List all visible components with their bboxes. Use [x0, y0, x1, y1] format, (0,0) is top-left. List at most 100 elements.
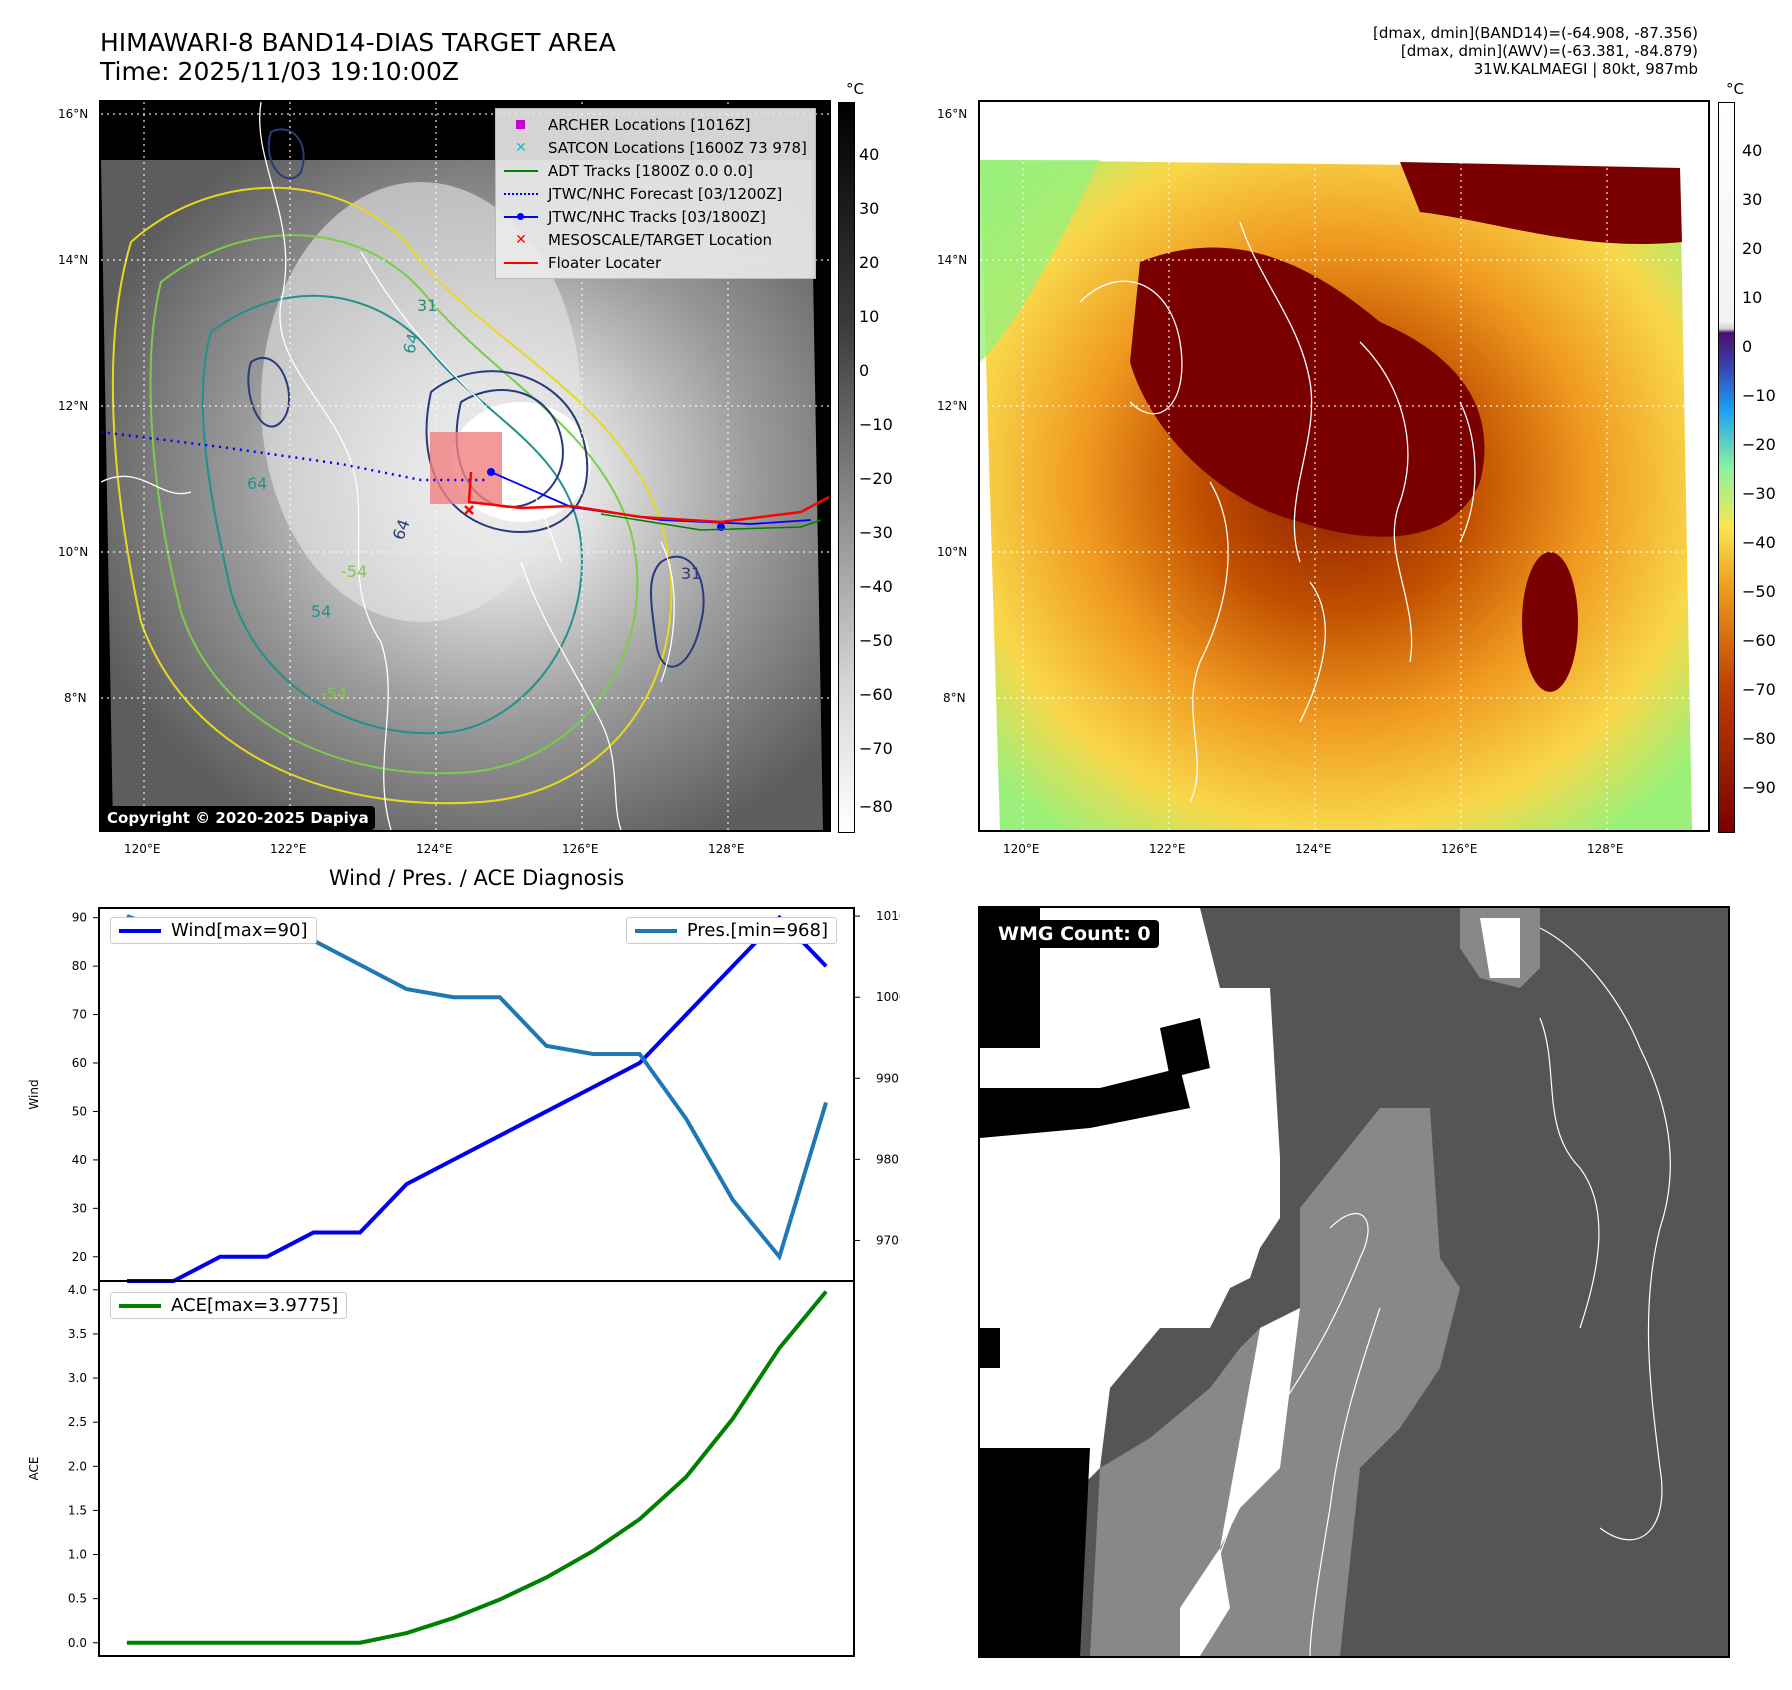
ace-point	[685, 1476, 687, 1478]
square-marker-icon	[504, 119, 538, 131]
awv-cb-tick: 0	[1742, 337, 1753, 356]
pressure-point	[499, 996, 501, 998]
ir-cb-tick: −20	[859, 469, 893, 488]
awv-cb-tick: 20	[1742, 239, 1763, 258]
wind-ytick-label: 70	[72, 1008, 87, 1022]
wind-point	[452, 1159, 454, 1161]
ace-ytick-label: 1.5	[68, 1503, 87, 1517]
title-line-2: Time: 2025/11/03 19:10:00Z	[100, 57, 459, 86]
contour-label-5: 54	[311, 602, 332, 621]
awv-lon-tick-126: 126°E	[1441, 842, 1478, 856]
wind-point	[406, 1183, 408, 1185]
wind-ytick-label: 20	[72, 1250, 87, 1264]
awv-lat-tick-16: 16°N	[937, 107, 968, 121]
awv-lat-tick-8: 8°N	[943, 691, 966, 705]
pressure-point	[359, 964, 361, 966]
wind-axes-frame	[98, 907, 855, 1282]
ace-line-icon	[119, 1303, 161, 1308]
pressure-point	[685, 1118, 687, 1120]
ir-cb-tick: 10	[859, 307, 880, 326]
awv-cb-tick: −80	[1742, 729, 1776, 748]
ir-cb-tick: −80	[859, 797, 893, 816]
ace-point	[406, 1632, 408, 1634]
wind-point	[825, 965, 827, 967]
awv-lat-tick-10: 10°N	[937, 545, 968, 559]
pressure-legend: Pres.[min=968]	[625, 917, 837, 944]
wind-point	[592, 1086, 594, 1088]
contour-label-1: 31	[417, 296, 438, 315]
awv-cb-tick: 40	[1742, 141, 1763, 160]
pressure-series-line	[126, 914, 828, 1261]
ace-point	[359, 1642, 361, 1644]
awv-cb-tick: −70	[1742, 680, 1776, 699]
pressure-point	[639, 1053, 641, 1055]
ir-map-legend: ARCHER Locations [1016Z] ✕ SATCON Locati…	[495, 108, 816, 279]
pressure-ytick-label: 1010	[876, 909, 900, 923]
awv-lat-tick-14: 14°N	[937, 253, 968, 267]
ir-cb-tick: −40	[859, 577, 893, 596]
diagnosis-title: Wind / Pres. / ACE Diagnosis	[328, 866, 625, 890]
ir-lon-tick-126: 126°E	[562, 842, 599, 856]
legend-adt: ADT Tracks [1800Z 0.0 0.0]	[504, 159, 807, 182]
diagnostic-info: [dmax, dmin](BAND14)=(-64.908, -87.356) …	[1373, 24, 1698, 78]
pressure-ytick-label: 970	[876, 1233, 899, 1247]
pressure-point	[452, 996, 454, 998]
ir-cb-tick: 20	[859, 253, 880, 272]
wind-ytick-label: 90	[72, 911, 87, 925]
wind-ytick-label: 50	[72, 1104, 87, 1118]
line-dot-icon	[504, 211, 538, 223]
pressure-point	[778, 1256, 780, 1258]
ace-point	[778, 1347, 780, 1349]
ace-point	[452, 1617, 454, 1619]
ace-ytick-label: 4.0	[68, 1283, 87, 1297]
legend-forecast: JTWC/NHC Forecast [03/1200Z]	[504, 182, 807, 205]
ace-ytick-label: 0.0	[68, 1636, 87, 1650]
contour-label-4: 64	[247, 474, 268, 493]
awv-cb-tick: −50	[1742, 582, 1776, 601]
x-marker-icon: ✕	[515, 231, 527, 248]
wind-point	[266, 1256, 268, 1258]
ace-point	[219, 1642, 221, 1644]
wind-line-icon	[119, 928, 161, 933]
info-line-2: [dmax, dmin](AWV)=(-63.381, -84.879)	[1400, 42, 1698, 60]
legend-archer: ARCHER Locations [1016Z]	[504, 113, 807, 136]
ace-ytick-label: 3.0	[68, 1371, 87, 1385]
wind-point	[499, 1135, 501, 1137]
ace-point	[639, 1518, 641, 1520]
line-icon	[504, 165, 538, 177]
awv-cb-tick: −90	[1742, 778, 1776, 797]
pressure-ytick-label: 990	[876, 1071, 899, 1085]
ace-series-line	[127, 1290, 828, 1645]
main-title: HIMAWARI-8 BAND14-DIAS TARGET AREA Time:…	[100, 28, 616, 86]
pressure-ytick-label: 980	[876, 1152, 899, 1166]
contour-label-3: -54	[341, 562, 368, 581]
ace-ytick-label: 3.5	[68, 1327, 87, 1341]
ace-plot: 0.0 0.5 1.0 1.5 2.0 2.5 3.0 3.5 4.0 ACE	[27, 1280, 855, 1657]
wmg-panel: WMG Count: 0	[978, 906, 1730, 1658]
info-line-1: [dmax, dmin](BAND14)=(-64.908, -87.356)	[1373, 24, 1698, 42]
awv-map-image	[980, 102, 1708, 830]
wind-point	[219, 1256, 221, 1258]
wind-point	[312, 1232, 314, 1234]
wind-ytick-label: 60	[72, 1056, 87, 1070]
awv-cb-tick: 10	[1742, 288, 1763, 307]
ir-colorbar	[838, 102, 855, 833]
diagnosis-chart: 20 30 40 50 60 70 80 90 970 980 990 1000 1010 Wind Pre…	[27, 907, 900, 1657]
ace-legend: ACE[max=3.9775]	[110, 1292, 348, 1319]
pressure-point	[126, 915, 128, 917]
awv-map-panel	[978, 100, 1710, 832]
wind-point	[359, 1232, 361, 1234]
ace-ytick-label: 2.0	[68, 1459, 87, 1473]
dotted-line-icon	[504, 188, 538, 200]
x-marker-icon: ✕	[515, 139, 527, 156]
ir-lat-tick-14: 14°N	[58, 253, 89, 267]
wind-axis-label: Wind	[27, 1079, 41, 1109]
pressure-line-icon	[634, 928, 677, 933]
ir-lat-tick-8: 8°N	[64, 691, 87, 705]
ir-cb-tick: −30	[859, 523, 893, 542]
ir-map-panel: 31 64 -54 64 54 -54 64 31 31 ARCHER Loca…	[99, 100, 831, 832]
wind-ytick-label: 80	[72, 959, 87, 973]
legend-tracks: JTWC/NHC Tracks [03/1800Z]	[504, 205, 807, 228]
pressure-point	[406, 988, 408, 990]
ace-ytick-label: 0.5	[68, 1592, 87, 1606]
